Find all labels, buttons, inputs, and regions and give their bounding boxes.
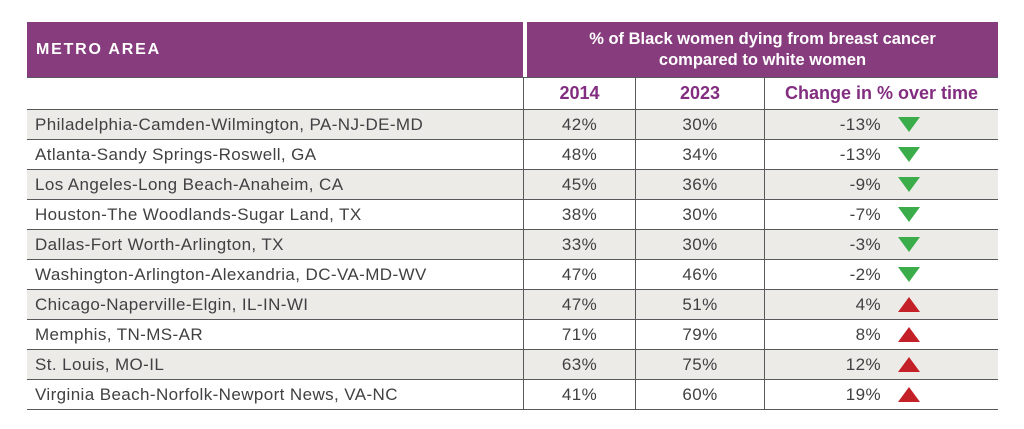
value-2023: 46% — [682, 264, 718, 284]
value-2023: 60% — [682, 384, 718, 404]
table-row: Washington-Arlington-Alexandria, DC-VA-M… — [27, 260, 998, 290]
table-row: Chicago-Naperville-Elgin, IL-IN-WI 47% 5… — [27, 290, 998, 320]
metro-name: Los Angeles-Long Beach-Anaheim, CA — [35, 174, 344, 194]
change-value: -13% — [839, 114, 881, 134]
value-2023: 51% — [682, 294, 718, 314]
table-row: St. Louis, MO-IL 63% 75% 12% — [27, 350, 998, 380]
table-row: Houston-The Woodlands-Sugar Land, TX 38%… — [27, 200, 998, 230]
value-2023: 75% — [682, 354, 718, 374]
table-row: Dallas-Fort Worth-Arlington, TX 33% 30% … — [27, 230, 998, 260]
table-row: Virginia Beach-Norfolk-Newport News, VA-… — [27, 380, 998, 410]
value-2023: 30% — [682, 204, 718, 224]
value-2023: 79% — [682, 324, 718, 344]
metro-area-header-label: METRO AREA — [36, 40, 161, 58]
metro-name: Washington-Arlington-Alexandria, DC-VA-M… — [35, 264, 427, 284]
value-2023: 30% — [682, 234, 718, 254]
value-2023: 30% — [682, 114, 718, 134]
header-divider — [523, 22, 527, 77]
metro-name: Virginia Beach-Norfolk-Newport News, VA-… — [35, 384, 398, 404]
column-header-change-label: Change in % over time — [784, 83, 979, 103]
trend-up-icon — [898, 387, 920, 402]
metro-name: Philadelphia-Camden-Wilmington, PA-NJ-DE… — [35, 114, 424, 134]
table-header-row: METRO AREA % of Black women dying from b… — [27, 22, 998, 78]
table-row: Atlanta-Sandy Springs-Roswell, GA 48% 34… — [27, 140, 998, 170]
metro-name: Memphis, TN-MS-AR — [35, 324, 204, 344]
value-2014: 47% — [561, 264, 598, 284]
change-value: -2% — [849, 264, 881, 284]
value-2014: 42% — [561, 114, 598, 134]
table-row: Los Angeles-Long Beach-Anaheim, CA 45% 3… — [27, 170, 998, 200]
change-value: 12% — [845, 354, 881, 374]
column-header-2023-label: 2023 — [679, 83, 721, 103]
metro-name: St. Louis, MO-IL — [35, 354, 165, 374]
column-header-2023: 2023 — [635, 78, 764, 109]
value-2014: 47% — [561, 294, 598, 314]
table-body: Philadelphia-Camden-Wilmington, PA-NJ-DE… — [27, 110, 998, 410]
metro-name: Atlanta-Sandy Springs-Roswell, GA — [35, 144, 317, 164]
table-subheader-row: 2014 2023 Change in % over time — [27, 78, 998, 110]
metro-area-header-cell: METRO AREA — [27, 22, 523, 77]
trend-up-icon — [898, 297, 920, 312]
data-header-cell: % of Black women dying from breast cance… — [527, 22, 998, 77]
value-2014: 38% — [561, 204, 598, 224]
change-value: -13% — [839, 144, 881, 164]
value-2023: 34% — [682, 144, 718, 164]
column-header-2014-label: 2014 — [559, 83, 600, 103]
value-2014: 41% — [561, 384, 598, 404]
trend-down-icon — [898, 177, 920, 192]
change-value: -3% — [849, 234, 881, 254]
trend-down-icon — [898, 117, 920, 132]
trend-up-icon — [898, 357, 920, 372]
trend-down-icon — [898, 237, 920, 252]
breast-cancer-mortality-table: METRO AREA % of Black women dying from b… — [27, 22, 998, 410]
trend-down-icon — [898, 207, 920, 222]
value-2014: 63% — [561, 354, 598, 374]
data-header-line2: compared to white women — [658, 50, 867, 69]
change-value: 8% — [855, 324, 881, 344]
change-value: -7% — [849, 204, 881, 224]
value-2014: 45% — [561, 174, 598, 194]
column-header-2014: 2014 — [523, 78, 635, 109]
value-2014: 33% — [561, 234, 598, 254]
metro-name: Chicago-Naperville-Elgin, IL-IN-WI — [35, 294, 309, 314]
value-2014: 48% — [561, 144, 598, 164]
trend-up-icon — [898, 327, 920, 342]
metro-name: Dallas-Fort Worth-Arlington, TX — [35, 234, 284, 254]
change-value: 19% — [845, 384, 881, 404]
subheader-metro-spacer — [27, 78, 523, 109]
data-header-line1: % of Black women dying from breast cance… — [589, 29, 936, 48]
value-2023: 36% — [682, 174, 718, 194]
column-header-change: Change in % over time — [764, 78, 998, 109]
change-value: 4% — [855, 294, 881, 314]
table-row: Memphis, TN-MS-AR 71% 79% 8% — [27, 320, 998, 350]
change-value: -9% — [849, 174, 881, 194]
value-2014: 71% — [561, 324, 598, 344]
trend-down-icon — [898, 147, 920, 162]
metro-name: Houston-The Woodlands-Sugar Land, TX — [35, 204, 362, 224]
trend-down-icon — [898, 267, 920, 282]
table-row: Philadelphia-Camden-Wilmington, PA-NJ-DE… — [27, 110, 998, 140]
